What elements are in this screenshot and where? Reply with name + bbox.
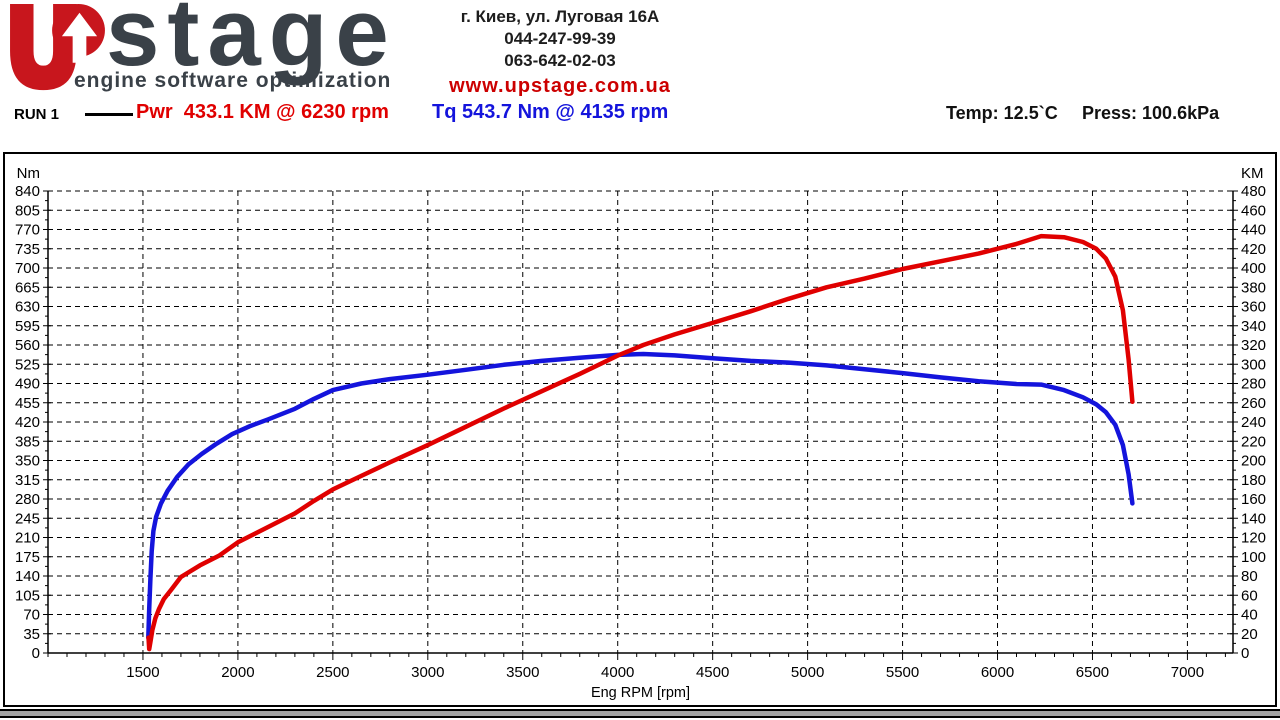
x-tick-label: 5500 (886, 664, 919, 681)
logo-subtitle: engine software optimization (74, 69, 392, 92)
temperature-readout: Temp: 12.5`C (946, 103, 1058, 123)
y-right-tick-label: 320 (1241, 337, 1266, 354)
y-right-tick-label: 420 (1241, 241, 1266, 258)
y-right-tick-label: 0 (1241, 645, 1249, 662)
y-left-tick-label: 525 (15, 356, 40, 373)
y-right-tick-label: 480 (1241, 183, 1266, 200)
y-right-tick-label: 360 (1241, 299, 1266, 316)
x-tick-label: 3500 (506, 664, 539, 681)
address-line: г. Киев, ул. Луговая 16А (460, 7, 660, 26)
y-left-tick-label: 280 (15, 491, 40, 508)
y-left-tick-label: 595 (15, 318, 40, 335)
y-left-tick-label: 0 (32, 645, 40, 662)
y-left-tick-label: 350 (15, 453, 40, 470)
x-tick-label: 6000 (981, 664, 1014, 681)
y-left-tick-label: 175 (15, 549, 40, 566)
x-tick-label: 4000 (601, 664, 634, 681)
up-arrow-logo-icon (10, 4, 105, 91)
y-right-tick-label: 20 (1241, 626, 1258, 643)
y-left-tick-label: 735 (15, 241, 40, 258)
y-right-tick-label: 260 (1241, 395, 1266, 412)
contact-block: г. Киев, ул. Луговая 16А 044-247-99-39 0… (410, 6, 710, 97)
y-right-tick-label: 300 (1241, 356, 1266, 373)
pressure-readout: Press: 100.6kPa (1082, 103, 1220, 123)
torque-peak-readout: Tq 543.7 Nm @ 4135 rpm (432, 101, 669, 123)
y-left-tick-label: 770 (15, 222, 40, 239)
y-right-tick-label: 100 (1241, 549, 1266, 566)
x-tick-label: 2500 (316, 664, 349, 681)
y-right-tick-label: 80 (1241, 568, 1258, 585)
run-line-swatch (85, 113, 133, 116)
x-axis-title: Eng RPM [rpm] (591, 685, 690, 701)
y-left-unit-label: Nm (17, 165, 40, 182)
y-right-tick-label: 400 (1241, 260, 1266, 277)
y-right-tick-label: 60 (1241, 587, 1258, 604)
website-link[interactable]: www.upstage.com.ua (449, 75, 671, 97)
x-tick-label: 6500 (1076, 664, 1109, 681)
y-left-tick-label: 315 (15, 472, 40, 489)
chart-frame (3, 152, 1277, 707)
y-right-tick-label: 280 (1241, 376, 1266, 393)
y-left-tick-label: 630 (15, 299, 40, 316)
x-tick-label: 3000 (411, 664, 444, 681)
phone-2: 063-642-02-03 (504, 51, 616, 70)
y-right-tick-label: 460 (1241, 202, 1266, 219)
y-left-tick-label: 840 (15, 183, 40, 200)
y-left-tick-label: 665 (15, 279, 40, 296)
x-tick-label: 2000 (221, 664, 254, 681)
y-left-tick-label: 805 (15, 202, 40, 219)
y-right-tick-label: 140 (1241, 510, 1266, 527)
up-arrow-icon (61, 12, 98, 63)
bottom-resize-strip (0, 709, 1280, 718)
y-right-tick-label: 40 (1241, 607, 1258, 624)
y-left-tick-label: 420 (15, 414, 40, 431)
y-right-unit-label: KM (1241, 165, 1264, 182)
torque-curve (146, 351, 1135, 640)
y-right-tick-label: 380 (1241, 279, 1266, 296)
y-right-tick-label: 220 (1241, 433, 1266, 450)
y-left-tick-label: 245 (15, 510, 40, 527)
logo-wordmark: stage (106, 0, 397, 86)
y-right-tick-label: 440 (1241, 222, 1266, 239)
y-left-tick-label: 490 (15, 376, 40, 393)
y-right-tick-label: 340 (1241, 318, 1266, 335)
y-right-tick-label: 160 (1241, 491, 1266, 508)
y-left-tick-label: 35 (23, 626, 40, 643)
power-curve (146, 233, 1135, 652)
y-left-tick-label: 210 (15, 530, 40, 547)
logo-mark (8, 4, 106, 94)
y-left-tick-label: 455 (15, 395, 40, 412)
run-label: RUN 1 (14, 106, 60, 123)
y-left-tick-label: 385 (15, 433, 40, 450)
x-tick-label: 1500 (126, 664, 159, 681)
y-right-tick-label: 200 (1241, 453, 1266, 470)
x-tick-label: 5000 (791, 664, 824, 681)
y-left-tick-label: 105 (15, 587, 40, 604)
y-left-tick-label: 560 (15, 337, 40, 354)
power-peak-readout: Pwr 433.1 KM @ 6230 rpm (136, 101, 389, 123)
y-right-tick-label: 120 (1241, 530, 1266, 547)
y-left-tick-label: 70 (23, 607, 40, 624)
y-right-tick-label: 240 (1241, 414, 1266, 431)
phone-1: 044-247-99-39 (504, 29, 616, 48)
x-tick-label: 4500 (696, 664, 729, 681)
y-left-tick-label: 700 (15, 260, 40, 277)
y-left-tick-label: 140 (15, 568, 40, 585)
y-right-tick-label: 180 (1241, 472, 1266, 489)
x-tick-label: 7000 (1171, 664, 1204, 681)
